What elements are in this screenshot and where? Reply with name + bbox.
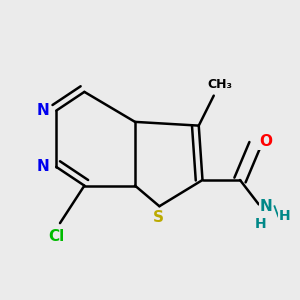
Text: N: N — [260, 199, 273, 214]
Text: H: H — [279, 209, 291, 224]
Text: H: H — [255, 217, 266, 231]
Text: O: O — [259, 134, 272, 149]
Text: S: S — [153, 210, 164, 225]
Text: Cl: Cl — [48, 229, 64, 244]
Text: N: N — [37, 159, 50, 174]
Text: N: N — [37, 103, 50, 118]
Text: CH₃: CH₃ — [207, 78, 232, 91]
